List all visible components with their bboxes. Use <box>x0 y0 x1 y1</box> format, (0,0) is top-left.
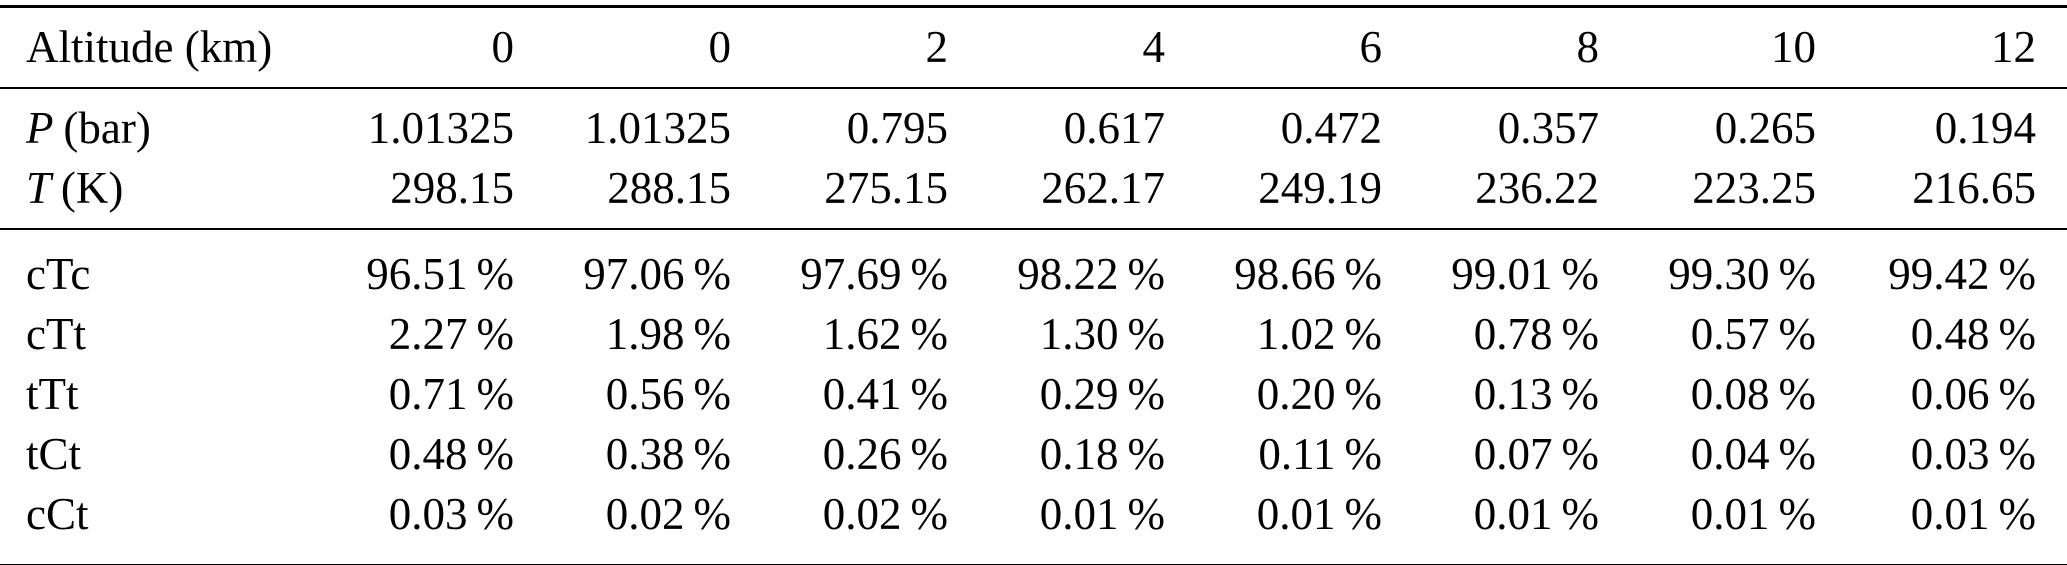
conditions-body: P (bar) 1.01325 1.01325 0.795 0.617 0.472 0.357… <box>0 88 2067 229</box>
fraction-value-cell: 1.62 % <box>822 309 948 359</box>
fraction-value-cell: 1.02 % <box>1256 309 1382 359</box>
fraction-value-cell: 0.41 % <box>822 369 948 419</box>
condition-value-cell: 275.15 <box>824 163 948 213</box>
condition-value-cell: 288.15 <box>607 163 731 213</box>
fraction-row: cCt 0.03 % 0.02 % 0.02 % 0.01 % 0.01 % 0.01 % 0… <box>0 484 2067 565</box>
altitude-value-header: 10 <box>1771 22 1816 72</box>
fraction-value-cell: 0.78 % <box>1473 309 1599 359</box>
quantity-unit: (bar) <box>63 103 151 153</box>
fraction-row: cTt 2.27 % 1.98 % 1.62 % 1.30 % 1.02 % 0.78 % 0… <box>0 304 2067 364</box>
fraction-row: cTc 96.51 % 97.06 % 97.69 % 98.22 % 98.66 % 99… <box>0 229 2067 304</box>
altitude-value-header: 2 <box>925 22 949 72</box>
condition-value-cell: 216.65 <box>1912 163 2036 213</box>
row-label: tCt <box>26 429 82 479</box>
condition-row: T (K) 298.15 288.15 275.15 262.17 249.19 236.22… <box>0 158 2067 229</box>
condition-value-cell: 1.01325 <box>584 103 731 153</box>
table-header: Altitude (km) 0 0 2 4 6 8 10 12 <box>0 7 2067 88</box>
fraction-value-cell: 0.29 % <box>1039 369 1165 419</box>
condition-value-cell: 262.17 <box>1041 163 1165 213</box>
fractions-body: cTc 96.51 % 97.06 % 97.69 % 98.22 % 98.66 % 99… <box>0 229 2067 565</box>
fraction-value-cell: 0.01 % <box>1910 489 2036 539</box>
altitude-value-header: 0 <box>491 22 515 72</box>
fraction-value-cell: 0.71 % <box>388 369 514 419</box>
atmospheric-conditions-table: Altitude (km) 0 0 2 4 6 8 10 12 P (bar) 1.01325 1.… <box>0 5 2067 565</box>
fraction-value-cell: 0.48 % <box>1910 309 2036 359</box>
row-label: cCt <box>26 489 89 539</box>
fraction-value-cell: 0.18 % <box>1039 429 1165 479</box>
altitude-value-header: 12 <box>1991 22 2036 72</box>
fraction-value-cell: 0.57 % <box>1690 309 1816 359</box>
fraction-value-cell: 0.48 % <box>388 429 514 479</box>
fraction-value-cell: 0.01 % <box>1473 489 1599 539</box>
fraction-value-cell: 0.07 % <box>1473 429 1599 479</box>
condition-value-cell: 1.01325 <box>367 103 514 153</box>
condition-value-cell: 0.265 <box>1714 103 1816 153</box>
condition-row: P (bar) 1.01325 1.01325 0.795 0.617 0.472 0.357… <box>0 88 2067 158</box>
row-label: cTt <box>26 309 86 359</box>
fraction-value-cell: 98.22 % <box>1017 249 1165 299</box>
fraction-value-cell: 96.51 % <box>366 249 514 299</box>
fraction-value-cell: 0.04 % <box>1690 429 1816 479</box>
condition-value-cell: 0.617 <box>1063 103 1165 153</box>
condition-value-cell: 249.19 <box>1258 163 1382 213</box>
fraction-value-cell: 97.06 % <box>583 249 731 299</box>
fraction-value-cell: 0.08 % <box>1690 369 1816 419</box>
fraction-value-cell: 97.69 % <box>800 249 948 299</box>
fraction-value-cell: 1.30 % <box>1039 309 1165 359</box>
condition-value-cell: 223.25 <box>1692 163 1816 213</box>
quantity-unit: (K) <box>60 163 124 213</box>
fraction-value-cell: 0.11 % <box>1258 429 1382 479</box>
condition-value-cell: 236.22 <box>1475 163 1599 213</box>
fraction-value-cell: 0.06 % <box>1910 369 2036 419</box>
fraction-value-cell: 1.98 % <box>605 309 731 359</box>
condition-value-cell: 298.15 <box>390 163 514 213</box>
fraction-value-cell: 0.01 % <box>1690 489 1816 539</box>
fraction-value-cell: 0.56 % <box>605 369 731 419</box>
fraction-value-cell: 0.20 % <box>1256 369 1382 419</box>
fraction-value-cell: 0.01 % <box>1039 489 1165 539</box>
row-label: T (K) <box>0 158 297 229</box>
fraction-value-cell: 99.30 % <box>1668 249 1816 299</box>
fraction-row: tTt 0.71 % 0.56 % 0.41 % 0.29 % 0.20 % 0.13 % 0… <box>0 364 2067 424</box>
altitude-value-header: 6 <box>1359 22 1383 72</box>
header-row: Altitude (km) 0 0 2 4 6 8 10 12 <box>0 7 2067 88</box>
row-label: tTt <box>26 369 79 419</box>
row-label: P (bar) <box>0 88 297 158</box>
fraction-value-cell: 0.26 % <box>822 429 948 479</box>
condition-value-cell: 0.795 <box>846 103 948 153</box>
fraction-value-cell: 2.27 % <box>388 309 514 359</box>
quantity-symbol: P <box>26 103 54 153</box>
altitude-value-header: 4 <box>1142 22 1166 72</box>
quantity-symbol: T <box>26 163 52 213</box>
fraction-value-cell: 0.02 % <box>605 489 731 539</box>
fraction-value-cell: 98.66 % <box>1234 249 1382 299</box>
fraction-value-cell: 0.03 % <box>388 489 514 539</box>
altitude-value-header: 8 <box>1576 22 1600 72</box>
fraction-value-cell: 0.03 % <box>1910 429 2036 479</box>
fraction-value-cell: 0.13 % <box>1473 369 1599 419</box>
fraction-value-cell: 99.42 % <box>1888 249 2036 299</box>
row-label: cTc <box>26 249 91 299</box>
fraction-value-cell: 0.02 % <box>822 489 948 539</box>
fraction-value-cell: 0.38 % <box>605 429 731 479</box>
altitude-header-label: Altitude (km) <box>26 22 273 72</box>
fraction-value-cell: 0.01 % <box>1256 489 1382 539</box>
condition-value-cell: 0.194 <box>1934 103 2036 153</box>
fraction-value-cell: 99.01 % <box>1451 249 1599 299</box>
altitude-value-header: 0 <box>708 22 732 72</box>
condition-value-cell: 0.472 <box>1280 103 1382 153</box>
fraction-row: tCt 0.48 % 0.38 % 0.26 % 0.18 % 0.11 % 0.07 % 0… <box>0 424 2067 484</box>
condition-value-cell: 0.357 <box>1497 103 1599 153</box>
